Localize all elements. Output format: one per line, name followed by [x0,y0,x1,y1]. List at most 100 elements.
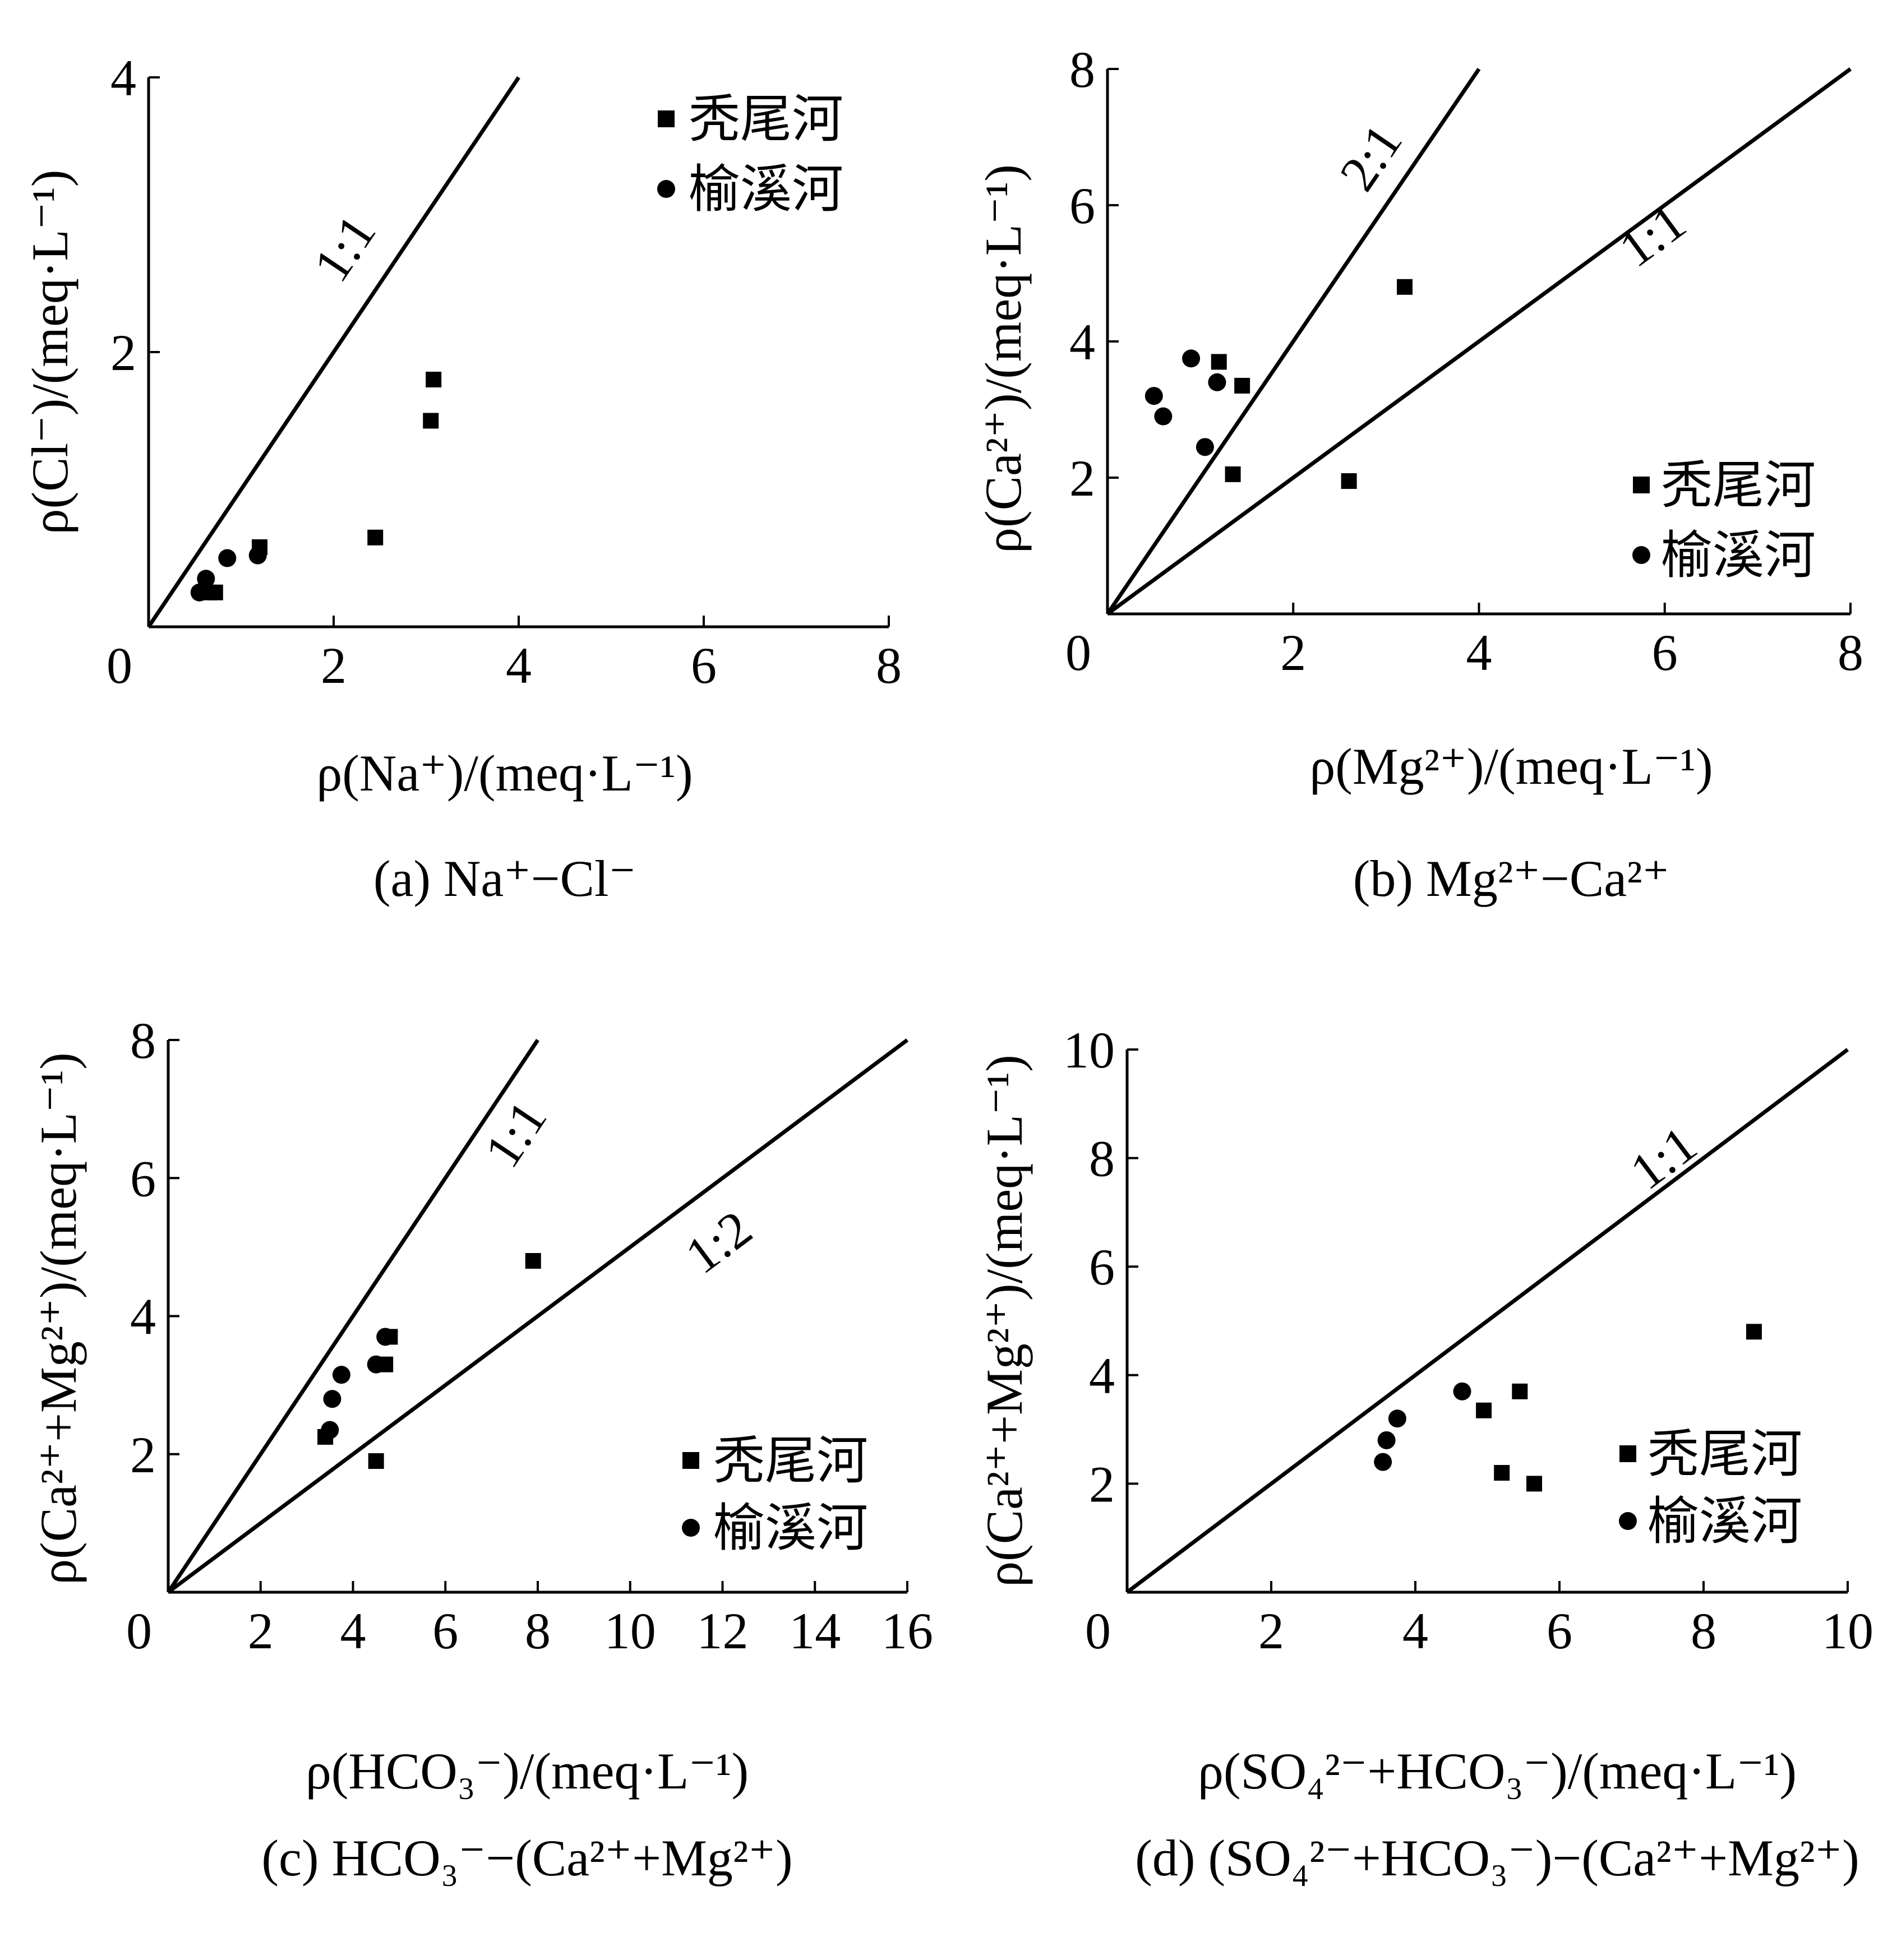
y-tick-label: 4 [130,1288,156,1346]
x-tick-label: 10 [604,1602,656,1659]
data-point-square [1476,1402,1492,1418]
x-axis-label: ρ(HCO₃⁻)/(meq·L⁻¹) [306,1742,749,1800]
x-axis-label: ρ(Mg²⁺)/(meq·L⁻¹) [1309,738,1713,795]
data-point-circle [1144,387,1163,405]
x-tick-label: 10 [1822,1602,1873,1659]
y-tick-label: 6 [1069,177,1095,234]
data-point-square [1494,1465,1510,1481]
data-point-circle [248,546,267,565]
y-tick-label: 8 [130,1012,156,1069]
data-point-square [1341,473,1357,489]
ratio-line-1-1 [1106,67,1852,616]
x-tick-label: 6 [1547,1602,1572,1659]
ratio-line-1-2 [167,1038,909,1594]
data-point-circle [1208,373,1226,391]
ratio-label: 1:1 [1620,1115,1707,1200]
x-tick-label: 16 [881,1602,933,1659]
y-tick-label: 2 [1069,450,1095,507]
data-point-circle [332,1366,350,1384]
data-point-square [1526,1476,1543,1492]
y-tick-label: 6 [130,1150,156,1207]
x-tick-label: 0 [126,1602,152,1659]
y-tick-label: 8 [1069,41,1095,98]
y-tick-label: 2 [130,1426,156,1483]
y-tick-label: 4 [1069,313,1095,371]
data-point-square [207,584,223,600]
legend-marker-square [682,1452,699,1469]
y-tick-label: 2 [1089,1455,1115,1513]
legend-label: 榆溪河 [689,161,843,218]
x-tick-label: 2 [1258,1602,1284,1659]
x-tick-label: 6 [691,637,717,694]
legend-marker-circle [657,180,675,198]
panel-caption: (a) Na⁺−Cl⁻ [373,850,636,907]
x-tick-label: 8 [876,637,902,694]
data-point-circle [1196,438,1214,456]
x-tick-label: 12 [697,1602,749,1659]
legend-label: 秃尾河 [1647,1426,1802,1483]
ratio-line-1-1 [147,76,520,628]
x-tick-label: 8 [1691,1602,1716,1659]
data-point-square [1234,377,1250,394]
x-tick-label: 2 [321,637,347,694]
data-point-square [426,372,442,387]
data-point-square [525,1253,541,1269]
data-point-circle [1182,349,1201,368]
panel-caption: (b) Mg²⁺−Ca²⁺ [1353,850,1669,907]
panel-caption: (c) HCO₃⁻−(Ca²⁺+Mg²⁺) [261,1829,792,1887]
x-tick-label: 4 [1466,624,1492,681]
data-point-circle [1154,407,1173,426]
data-point-square [368,1453,384,1469]
ratio-line-1-1 [167,1039,539,1593]
x-tick-label: 4 [1402,1602,1428,1659]
x-tick-label: 4 [340,1602,366,1659]
y-tick-label: 6 [1089,1238,1115,1296]
data-point-circle [190,583,209,602]
data-point-square [1397,279,1413,295]
legend-label: 榆溪河 [1661,527,1816,584]
x-tick-label: 0 [1085,1602,1111,1659]
data-point-square [1211,354,1227,370]
data-point-circle [323,1390,341,1408]
ratio-line-2-1 [1106,68,1481,615]
y-tick-label: 4 [110,49,136,107]
y-tick-label: 10 [1063,1021,1115,1079]
data-point-square [423,413,439,429]
data-point-circle [197,570,215,588]
ratio-label: 1:2 [675,1199,762,1284]
x-tick-label: 8 [1838,624,1863,681]
legend-label: 榆溪河 [1647,1493,1802,1550]
data-point-circle [376,1328,395,1346]
legend-label: 秃尾河 [713,1432,868,1490]
x-tick-label: 2 [1280,624,1306,681]
y-tick-label: 4 [1089,1347,1115,1404]
x-tick-label: 6 [432,1602,458,1659]
x-tick-label: 0 [107,637,132,694]
data-point-circle [1374,1453,1392,1471]
legend-marker-circle [1619,1512,1637,1530]
x-axis-label: ρ(SO₄²⁻+HCO₃⁻)/(meq·L⁻¹) [1198,1742,1797,1800]
data-point-square [367,529,384,546]
ratio-label: 1:1 [473,1091,557,1177]
x-tick-label: 2 [248,1602,274,1659]
y-axis-label: ρ(Cl⁻)/(meq·L⁻¹) [21,170,79,535]
legend-marker-circle [1632,546,1650,564]
panel-b: 0 2 4 6 824682:11:1秃尾河榆溪河ρ(Mg²⁺)/(meq·L⁻¹)ρ(… [975,41,1863,907]
x-axis-label: ρ(Na⁺)/(meq·L⁻¹) [316,745,693,802]
data-point-square [1746,1324,1762,1340]
data-point-circle [218,549,237,567]
data-point-circle [1453,1382,1471,1400]
legend-label: 榆溪河 [713,1500,868,1557]
data-point-square [1225,466,1241,482]
panel-caption: (d) (SO₄²⁻+HCO₃⁻)−(Ca²⁺+Mg²⁺) [1135,1829,1859,1887]
y-axis-label: ρ(Ca²⁺)/(meq·L⁻¹) [975,164,1032,553]
ratio-label: 1:1 [1609,193,1696,278]
data-point-circle [1388,1409,1406,1428]
y-axis-label: ρ(Ca²⁺+Mg²⁺)/(meq·L⁻¹) [976,1055,1033,1587]
ratio-label: 1:1 [302,205,386,292]
legend-marker-square [1619,1445,1636,1462]
y-axis-label: ρ(Ca²⁺+Mg²⁺)/(meq·L⁻¹) [30,1052,87,1585]
